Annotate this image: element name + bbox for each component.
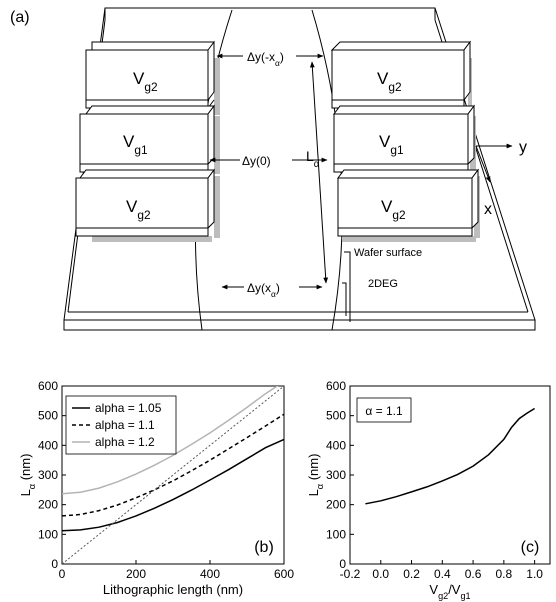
x-tick-label: 0.0 [372, 567, 389, 581]
x-tick-label: 400 [200, 567, 220, 581]
x-tick-label: -0.2 [340, 567, 361, 581]
panel-a-annotations: Δy(-xα) Δy(0) Δy(xα) Lα Wafer surface 2D… [242, 50, 527, 299]
x-tick-label: 0 [59, 567, 66, 581]
x-tick-label: 1.0 [526, 567, 543, 581]
left-gate-stack [75, 40, 220, 242]
series-line-2 [62, 386, 279, 495]
x-axis-title: Lithographic length (nm) [103, 582, 243, 597]
y-tick-label: 400 [38, 438, 58, 452]
alpha-annotation: α = 1.1 [365, 404, 403, 418]
twodeg-leader [342, 282, 347, 316]
wafer-slab-front [63, 319, 536, 331]
y-tick-label: 500 [38, 409, 58, 423]
x-tick-label: 600 [274, 567, 294, 581]
x-axis-label: x [484, 201, 492, 218]
gate-block-right-top [331, 49, 465, 101]
y-tick-label: 600 [326, 379, 346, 393]
x-tick-label: 0.2 [403, 567, 420, 581]
twodeg-label: 2DEG [368, 278, 398, 290]
x-axis-arrow [475, 145, 491, 183]
annotation-box [356, 397, 412, 423]
gate-label-right-bottom: Vg2 [381, 197, 406, 222]
x-tick-label: 200 [126, 567, 146, 581]
x-tick-label: 0.4 [434, 567, 451, 581]
gate-block-left-top [85, 49, 209, 101]
y-tick-label: 0 [51, 557, 58, 571]
gate-block-right-mid [333, 113, 469, 165]
y-axis-title: Lα (nm) [306, 454, 325, 497]
x-tick-label: 0.6 [465, 567, 482, 581]
legend: alpha = 1.05 alpha = 1.1 alpha = 1.2 [65, 395, 177, 455]
l-alpha-label: Lα [306, 148, 320, 170]
x-axis-title: Vg2/Vg1 [429, 582, 470, 601]
y-tick-label: 600 [38, 379, 58, 393]
y-tick-label: 100 [38, 527, 58, 541]
y-tick-label: 500 [326, 409, 346, 423]
panel-label: (c) [521, 539, 540, 556]
legend-label: alpha = 1.1 [95, 418, 155, 432]
dy-zero-label: Δy(0) [242, 154, 271, 168]
gate-block-left-bottom [75, 177, 209, 229]
gate-label-right-top: Vg2 [377, 69, 402, 94]
gate-label-left-mid: Vg1 [123, 132, 148, 157]
panel-a-label: (a) [10, 9, 30, 26]
dy-pos-label: Δy(xα) [247, 281, 280, 299]
y-tick-label: 300 [38, 468, 58, 482]
y-tick-label: 300 [326, 468, 346, 482]
gate-label-right-mid: Vg1 [379, 132, 404, 157]
legend-box [65, 395, 177, 455]
dy-neg-label: Δy(-xα) [247, 50, 284, 68]
y-tick-label: 200 [38, 498, 58, 512]
gate-label-left-top: Vg2 [133, 69, 158, 94]
y-tick-label: 0 [339, 557, 346, 571]
l-alpha-arrow [309, 61, 329, 284]
chart-panel-b: 0 200 400 600 0 100 200 300 400 500 600 Lithographi… [18, 379, 294, 597]
series-line-0 [365, 407, 535, 505]
y-axis-title: Lα (nm) [18, 454, 37, 497]
x-tick-label: 0.8 [496, 567, 513, 581]
wafer-leader [344, 251, 351, 322]
wafer-surface-label: Wafer surface [354, 247, 422, 259]
series-line-3 [62, 386, 284, 564]
panel-a-text: (a) Vg2 Vg1 Vg2 Vg2 Vg1 Vg2 [10, 9, 406, 222]
legend-label: alpha = 1.05 [95, 401, 162, 415]
y-tick-label: 200 [326, 498, 346, 512]
y-axis-label: y [519, 139, 527, 156]
panel-label: (b) [254, 539, 274, 556]
legend-label: alpha = 1.2 [95, 435, 155, 449]
gate-label-left-bottom: Vg2 [126, 197, 151, 222]
y-tick-label: 100 [326, 527, 346, 541]
panel-a [63, 7, 536, 331]
right-gate-stack [330, 40, 480, 242]
y-tick-label: 400 [326, 438, 346, 452]
chart-panel-c: -0.2 0.0 0.2 0.4 0.6 0.8 1.0 0 100 200 300 400 500 60… [306, 379, 551, 601]
series-line-0 [62, 438, 284, 532]
series-line-1 [62, 413, 284, 517]
gate-block-right-bottom [337, 177, 473, 229]
